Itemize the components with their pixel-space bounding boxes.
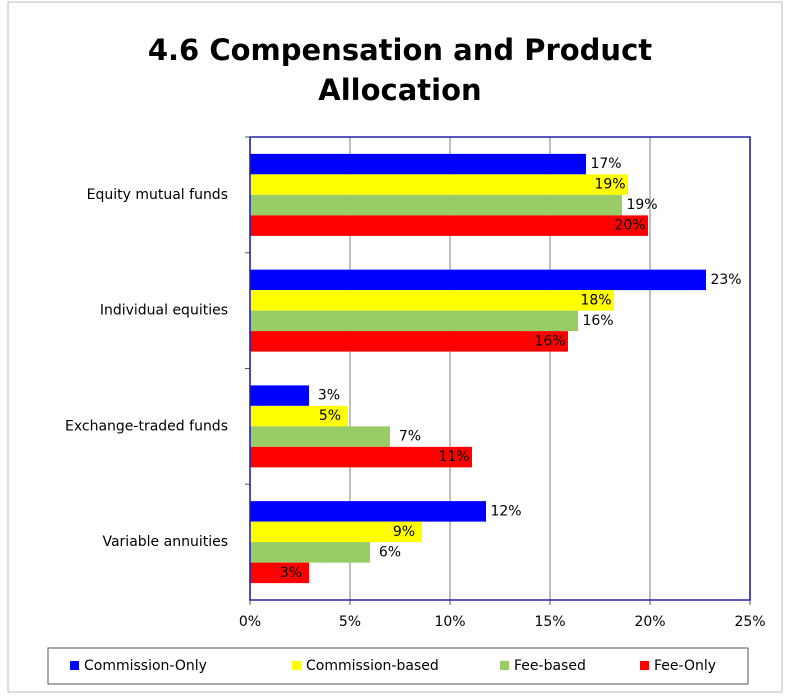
data-label: 16% [582,313,613,329]
data-label: 16% [534,333,565,349]
bar [250,542,370,563]
legend-swatch [292,661,301,670]
x-tick-label: 20% [634,614,665,630]
y-tick-label: Equity mutual funds [87,187,228,203]
data-label: 18% [580,292,611,308]
data-label: 3% [280,565,302,581]
legend-swatch [500,661,509,670]
y-tick-label: Variable annuities [102,534,228,550]
x-tick-label: 25% [734,614,765,630]
data-label: 5% [319,408,341,424]
legend-swatch [640,661,649,670]
data-label: 19% [626,197,657,213]
bar [250,446,472,468]
data-label: 12% [490,503,521,519]
bar [250,153,586,175]
bar [250,215,648,236]
data-label: 6% [379,544,401,560]
bar [250,331,568,352]
legend-box [47,647,749,685]
chart-border [7,1,783,693]
bar [250,194,622,216]
plot-border [249,136,751,601]
bar [250,501,486,522]
bar [250,405,348,427]
bar [250,290,614,311]
chart-title: 4.6 Compensation and Product Allocation [147,33,653,107]
data-label: 23% [710,272,741,288]
y-tick-label: Individual equities [100,303,228,319]
x-tick-label: 5% [339,614,361,630]
bar [250,269,706,291]
x-tick-label: 15% [534,614,565,630]
legend-label: Fee-based [514,658,586,674]
legend-swatch [70,661,79,670]
bar [250,174,628,195]
bar [250,426,390,447]
data-label: 19% [594,177,625,193]
data-label: 17% [590,156,621,172]
x-tick-label: 10% [434,614,465,630]
data-label: 3% [318,388,340,404]
x-tick-label: 0% [239,614,261,630]
data-label: 7% [399,429,421,445]
bar [250,521,422,543]
data-label: 11% [438,449,469,465]
y-tick-label: Exchange-traded funds [65,418,228,434]
bar [250,385,309,406]
bar [250,310,578,332]
legend-label: Fee-Only [654,658,716,674]
bar [250,562,309,584]
data-label: 20% [614,218,645,234]
legend-label: Commission-Only [84,658,207,674]
legend-label: Commission-based [306,658,439,674]
data-label: 9% [393,524,415,540]
